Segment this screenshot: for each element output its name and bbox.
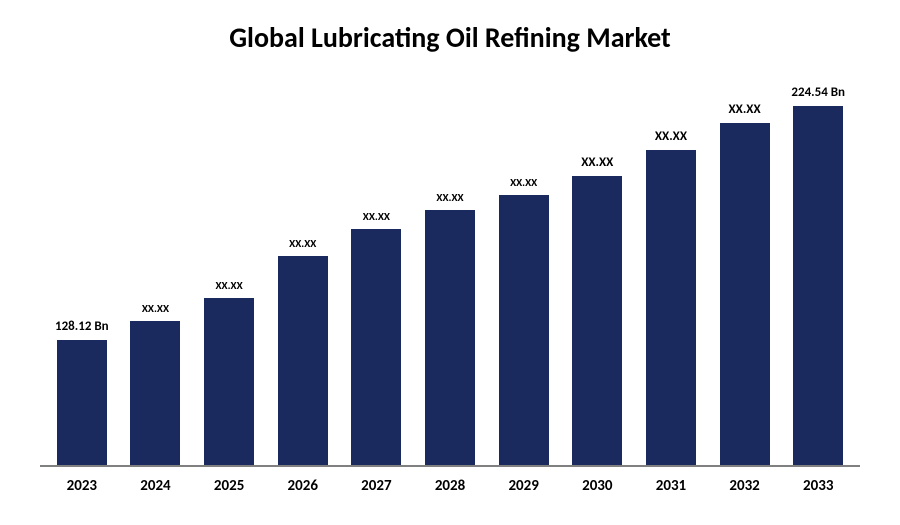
bar-group: XX.XX bbox=[560, 85, 634, 465]
bar bbox=[57, 340, 107, 465]
x-axis-label: 2025 bbox=[192, 477, 266, 495]
bar-value-label: XX.XX bbox=[729, 102, 761, 117]
bar-group: XX.XX bbox=[634, 85, 708, 465]
bar-value-label: XX.XX bbox=[216, 279, 243, 292]
x-axis-label: 2023 bbox=[45, 477, 119, 495]
bar-value-label: XX.XX bbox=[436, 191, 463, 204]
bar bbox=[351, 229, 401, 465]
x-axis-label: 2030 bbox=[560, 477, 634, 495]
bar-value-label: 224.54 Bn bbox=[791, 85, 845, 100]
bar bbox=[204, 298, 254, 465]
bar-value-label: XX.XX bbox=[289, 237, 316, 250]
x-axis-label: 2024 bbox=[119, 477, 193, 495]
bar bbox=[499, 195, 549, 465]
bar-group: XX.XX bbox=[266, 85, 340, 465]
bar-group: XX.XX bbox=[340, 85, 414, 465]
bar bbox=[646, 150, 696, 465]
x-axis-label: 2033 bbox=[781, 477, 855, 495]
x-axis-label: 2028 bbox=[413, 477, 487, 495]
x-axis-label: 2027 bbox=[340, 477, 414, 495]
bar-group: XX.XX bbox=[192, 85, 266, 465]
bars-container: 128.12 Bn XX.XX XX.XX XX.XX XX.XX XX.XX … bbox=[40, 85, 860, 467]
bar-value-label: XX.XX bbox=[655, 129, 687, 144]
bar-group: 224.54 Bn bbox=[781, 85, 855, 465]
bar-group: XX.XX bbox=[119, 85, 193, 465]
chart-area: 128.12 Bn XX.XX XX.XX XX.XX XX.XX XX.XX … bbox=[40, 85, 860, 495]
x-axis-label: 2031 bbox=[634, 477, 708, 495]
bar-value-label: 128.12 Bn bbox=[55, 319, 109, 334]
x-axis-label: 2026 bbox=[266, 477, 340, 495]
x-axis: 2023 2024 2025 2026 2027 2028 2029 2030 … bbox=[40, 467, 860, 495]
x-axis-label: 2029 bbox=[487, 477, 561, 495]
bar bbox=[720, 123, 770, 465]
bar bbox=[130, 321, 180, 465]
bar-value-label: XX.XX bbox=[363, 210, 390, 223]
bar-group: 128.12 Bn bbox=[45, 85, 119, 465]
bar-value-label: XX.XX bbox=[581, 155, 613, 170]
bar bbox=[793, 106, 843, 465]
bar bbox=[425, 210, 475, 465]
bar bbox=[278, 256, 328, 465]
bar bbox=[572, 176, 622, 465]
chart-title: Global Lubricating Oil Refining Market bbox=[40, 20, 860, 55]
bar-group: XX.XX bbox=[487, 85, 561, 465]
x-axis-label: 2032 bbox=[708, 477, 782, 495]
bar-value-label: XX.XX bbox=[142, 302, 169, 315]
bar-group: XX.XX bbox=[708, 85, 782, 465]
bar-group: XX.XX bbox=[413, 85, 487, 465]
bar-value-label: XX.XX bbox=[510, 176, 537, 189]
